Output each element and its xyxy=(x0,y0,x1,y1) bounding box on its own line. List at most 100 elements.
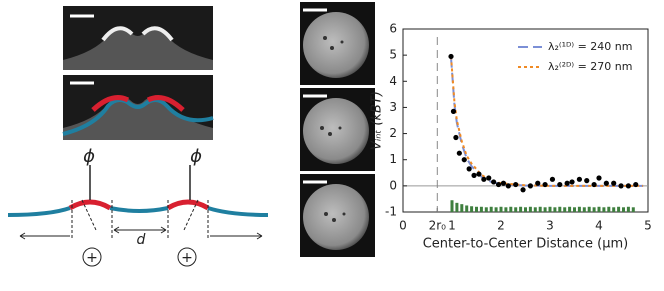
data-point xyxy=(603,180,609,186)
legend-label: λ₂⁽¹ᴰ⁾ = 240 nm xyxy=(548,40,632,53)
bar xyxy=(514,207,518,212)
micrograph-annotated xyxy=(62,75,214,140)
data-point xyxy=(500,180,507,186)
data-point xyxy=(633,181,639,188)
data-point xyxy=(495,181,502,188)
y-tick-label: 6 xyxy=(389,22,397,36)
x-tick-label: 2r₀ xyxy=(429,219,447,233)
data-point xyxy=(448,53,454,60)
data-point xyxy=(456,150,462,156)
data-point xyxy=(486,175,492,181)
bar xyxy=(617,206,621,212)
bar xyxy=(558,206,562,212)
data-point xyxy=(611,180,617,186)
bar xyxy=(622,207,625,212)
data-point xyxy=(535,180,541,186)
x-tick-label: 4 xyxy=(595,219,603,233)
data-point xyxy=(450,108,457,114)
bar xyxy=(607,206,611,212)
bar xyxy=(519,206,523,212)
micrograph-top xyxy=(63,6,213,70)
data-point xyxy=(505,183,511,189)
x-tick-label: 2 xyxy=(497,219,505,233)
bar xyxy=(455,202,459,212)
bar xyxy=(484,207,488,212)
bar xyxy=(538,206,542,212)
bar xyxy=(612,207,616,212)
data-point xyxy=(542,181,548,188)
bar xyxy=(450,200,454,212)
bar xyxy=(587,206,591,212)
y-tick-label: -1 xyxy=(385,205,397,219)
data-point xyxy=(557,181,563,188)
y-tick-label: 2 xyxy=(389,126,397,140)
phi-label: ϕ xyxy=(190,146,202,167)
bar xyxy=(509,206,513,212)
x-tick-label: 3 xyxy=(546,219,554,233)
bar xyxy=(577,206,581,212)
data-point xyxy=(491,179,497,185)
x-tick-label: 0 xyxy=(399,219,407,233)
bar xyxy=(582,207,586,212)
data-point xyxy=(527,183,534,189)
data-point xyxy=(471,172,477,178)
y-axis-label: Vᵢₙₜ (kBT) xyxy=(370,91,385,150)
data-point xyxy=(481,176,487,182)
bar xyxy=(479,206,483,212)
legend-label: λ₂⁽²ᴰ⁾ = 270 nm xyxy=(548,60,632,73)
bar xyxy=(631,207,635,212)
bar xyxy=(460,204,464,212)
bar xyxy=(494,207,498,212)
plot-area xyxy=(402,28,649,213)
data-point xyxy=(625,183,632,189)
data-point xyxy=(596,175,602,181)
y-tick-label: 5 xyxy=(389,48,397,62)
data-point xyxy=(453,134,459,141)
bar xyxy=(626,206,630,212)
micrograph-column xyxy=(300,2,375,257)
fit-line xyxy=(450,56,644,187)
x-tick-label: 1 xyxy=(448,219,456,233)
y-tick-label: 1 xyxy=(389,152,397,166)
data-point xyxy=(576,176,583,182)
bar xyxy=(597,206,601,212)
bar xyxy=(499,206,503,212)
bar xyxy=(568,206,572,212)
data-point xyxy=(461,157,467,163)
bar xyxy=(553,207,557,212)
bar xyxy=(524,207,527,212)
bar xyxy=(548,206,552,212)
bar xyxy=(475,206,478,212)
data-point xyxy=(584,178,590,184)
spacing-label: d xyxy=(137,232,146,248)
data-point xyxy=(520,187,526,193)
y-tick-label: 0 xyxy=(389,178,397,192)
bar xyxy=(528,206,532,212)
data-point xyxy=(564,180,570,186)
charge-label: + xyxy=(181,250,193,266)
x-tick-label: 5 xyxy=(644,219,652,233)
bar xyxy=(563,207,567,212)
data-point xyxy=(569,179,575,185)
bar xyxy=(592,207,596,212)
bar xyxy=(543,207,547,212)
x-axis-label: Center-to-Center Distance (μm) xyxy=(423,237,629,252)
data-point xyxy=(513,181,519,188)
fit-line xyxy=(450,57,644,187)
bar xyxy=(602,207,606,212)
y-tick-label: 4 xyxy=(389,74,397,88)
data-point xyxy=(591,181,597,188)
data-point xyxy=(549,176,556,182)
data-point xyxy=(466,166,472,172)
bar xyxy=(470,206,474,212)
bar xyxy=(533,207,537,212)
bar xyxy=(489,206,493,212)
bar xyxy=(504,207,508,212)
phi-label: ϕ xyxy=(83,146,95,167)
charge-label: + xyxy=(86,250,98,266)
bar xyxy=(465,205,469,212)
data-point xyxy=(618,183,624,189)
schematic: ϕ ϕ d + + xyxy=(7,146,269,267)
